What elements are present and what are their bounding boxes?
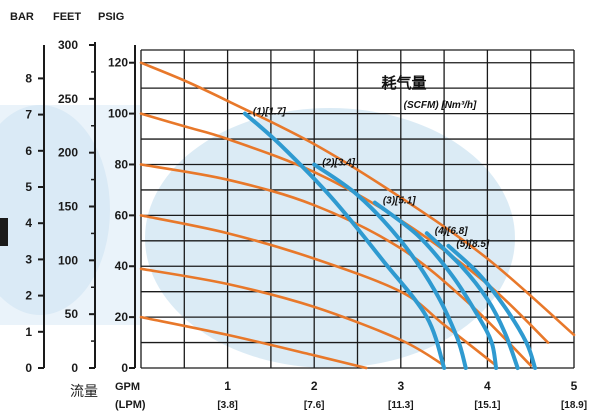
bar-axis-ticks: 0 1 2 3 4 5 6 7 8 [25,71,44,375]
feet-tick-label: 250 [58,92,78,106]
bar-tick-label: 7 [25,108,32,122]
background-tint-main [145,108,515,368]
feet-axis-ticks: 0 50 100 150 200 250 300 [58,38,95,375]
bar-tick-label: 4 [25,216,32,230]
air-curve-labels: (1)[1.7] (2)[3.4] (3)[5.1] (4)[6.8] (5)[8.5] [253,107,490,250]
x-tick-label-secondary: [15.1] [474,400,500,411]
head-curve-6 [139,315,368,370]
psig-tick-label: 20 [115,310,129,324]
x-axis-ticks: 1 [3.8] 2 [7.6] 3 [11.3] 4 [15.1] 5 [18.9] [217,379,587,411]
plot-grid [140,49,575,369]
x-tick-label: 5 [571,379,578,393]
feet-tick-label: 200 [58,146,78,160]
air-curve-label-1: (1)[1.7] [253,107,286,118]
feet-tick-label: 300 [58,38,78,52]
psig-tick-label: 40 [115,259,129,273]
feet-tick-label: 100 [58,253,78,267]
bar-tick-label: 5 [25,180,32,194]
psig-tick-label: 60 [115,208,129,222]
background-tint-band [0,105,140,325]
air-curve-2 [312,162,468,370]
x-tick-label: 4 [484,379,491,393]
x-tick-label-secondary: [18.9] [561,400,587,411]
x-unit-gpm: GPM [115,381,140,393]
feet-tick-label: 0 [71,361,78,375]
feet-tick-label: 50 [65,307,79,321]
air-consumption-curves [242,111,537,370]
x-tick-label: 3 [397,379,404,393]
bar-tick-label: 8 [25,71,32,85]
air-curve-1 [242,111,447,370]
psig-tick-label: 0 [121,361,128,375]
psig-tick-label: 100 [108,107,128,121]
x-tick-label: 2 [311,379,318,393]
legend: 耗气量 (SCFM) [Nm³/h] [381,74,477,111]
air-curve-label-3: (3)[5.1] [383,196,416,207]
psig-axis-ticks: 0 20 40 60 80 100 120 [108,56,135,375]
air-curve-label-5: (5)[8.5] [456,239,489,250]
feet-unit-label: FEET [53,11,81,23]
air-curve-3 [372,200,499,370]
air-curve-label-4: (4)[6.8] [435,226,468,237]
x-unit-lpm: (LPM) [115,399,146,411]
legend-title: 耗气量 [381,74,426,92]
bar-tick-label: 6 [25,144,32,158]
psig-unit-label: PSIG [98,11,124,23]
bar-tick-label: 0 [25,361,32,375]
air-curve-label-2: (2)[3.4] [322,157,355,168]
bar-tick-label: 1 [25,325,32,339]
x-tick-label-secondary: [3.8] [217,400,238,411]
bar-tick-label: 3 [25,252,32,266]
head-curve-5 [139,267,446,367]
bar-tick-label: 2 [25,289,32,303]
air-curve-4 [424,231,520,370]
psig-tick-label: 80 [115,157,129,171]
left-edge-marker [0,218,8,246]
x-tick-label-secondary: [11.3] [388,400,414,411]
bar-unit-label: BAR [10,11,34,23]
x-tick-label: 1 [224,379,231,393]
feet-tick-label: 150 [58,200,78,214]
head-curve-4 [139,214,498,367]
x-tick-label-secondary: [7.6] [304,400,325,411]
psig-tick-label: 120 [108,56,128,70]
legend-subtitle: (SCFM) [Nm³/h] [404,100,477,111]
head-curve-1 [139,61,576,337]
x-axis-title: 流量 [70,384,98,400]
air-curve-5 [446,243,537,370]
